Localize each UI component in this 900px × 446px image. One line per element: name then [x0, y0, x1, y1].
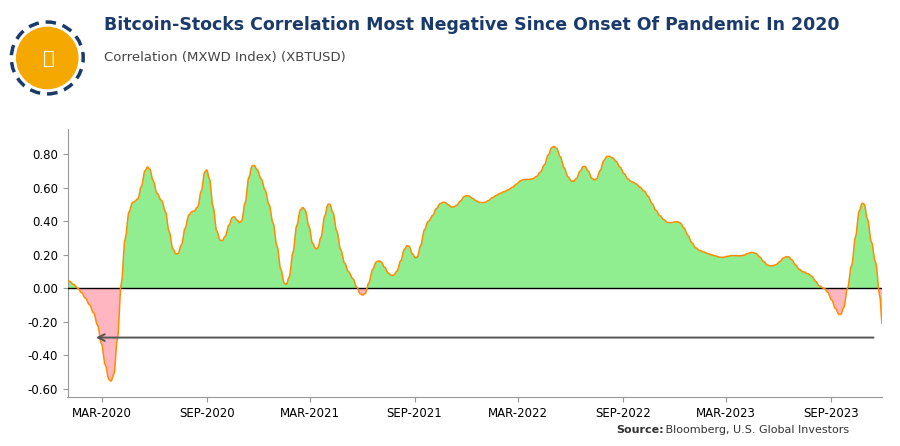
Text: Source:: Source:	[616, 425, 664, 435]
Text: ₿: ₿	[43, 49, 55, 67]
Text: Correlation (MXWD Index) (XBTUSD): Correlation (MXWD Index) (XBTUSD)	[104, 51, 346, 64]
Text: Bitcoin-Stocks Correlation Most Negative Since Onset Of Pandemic In 2020: Bitcoin-Stocks Correlation Most Negative…	[104, 16, 839, 33]
Circle shape	[16, 27, 77, 89]
Text: Bloomberg, U.S. Global Investors: Bloomberg, U.S. Global Investors	[662, 425, 849, 435]
